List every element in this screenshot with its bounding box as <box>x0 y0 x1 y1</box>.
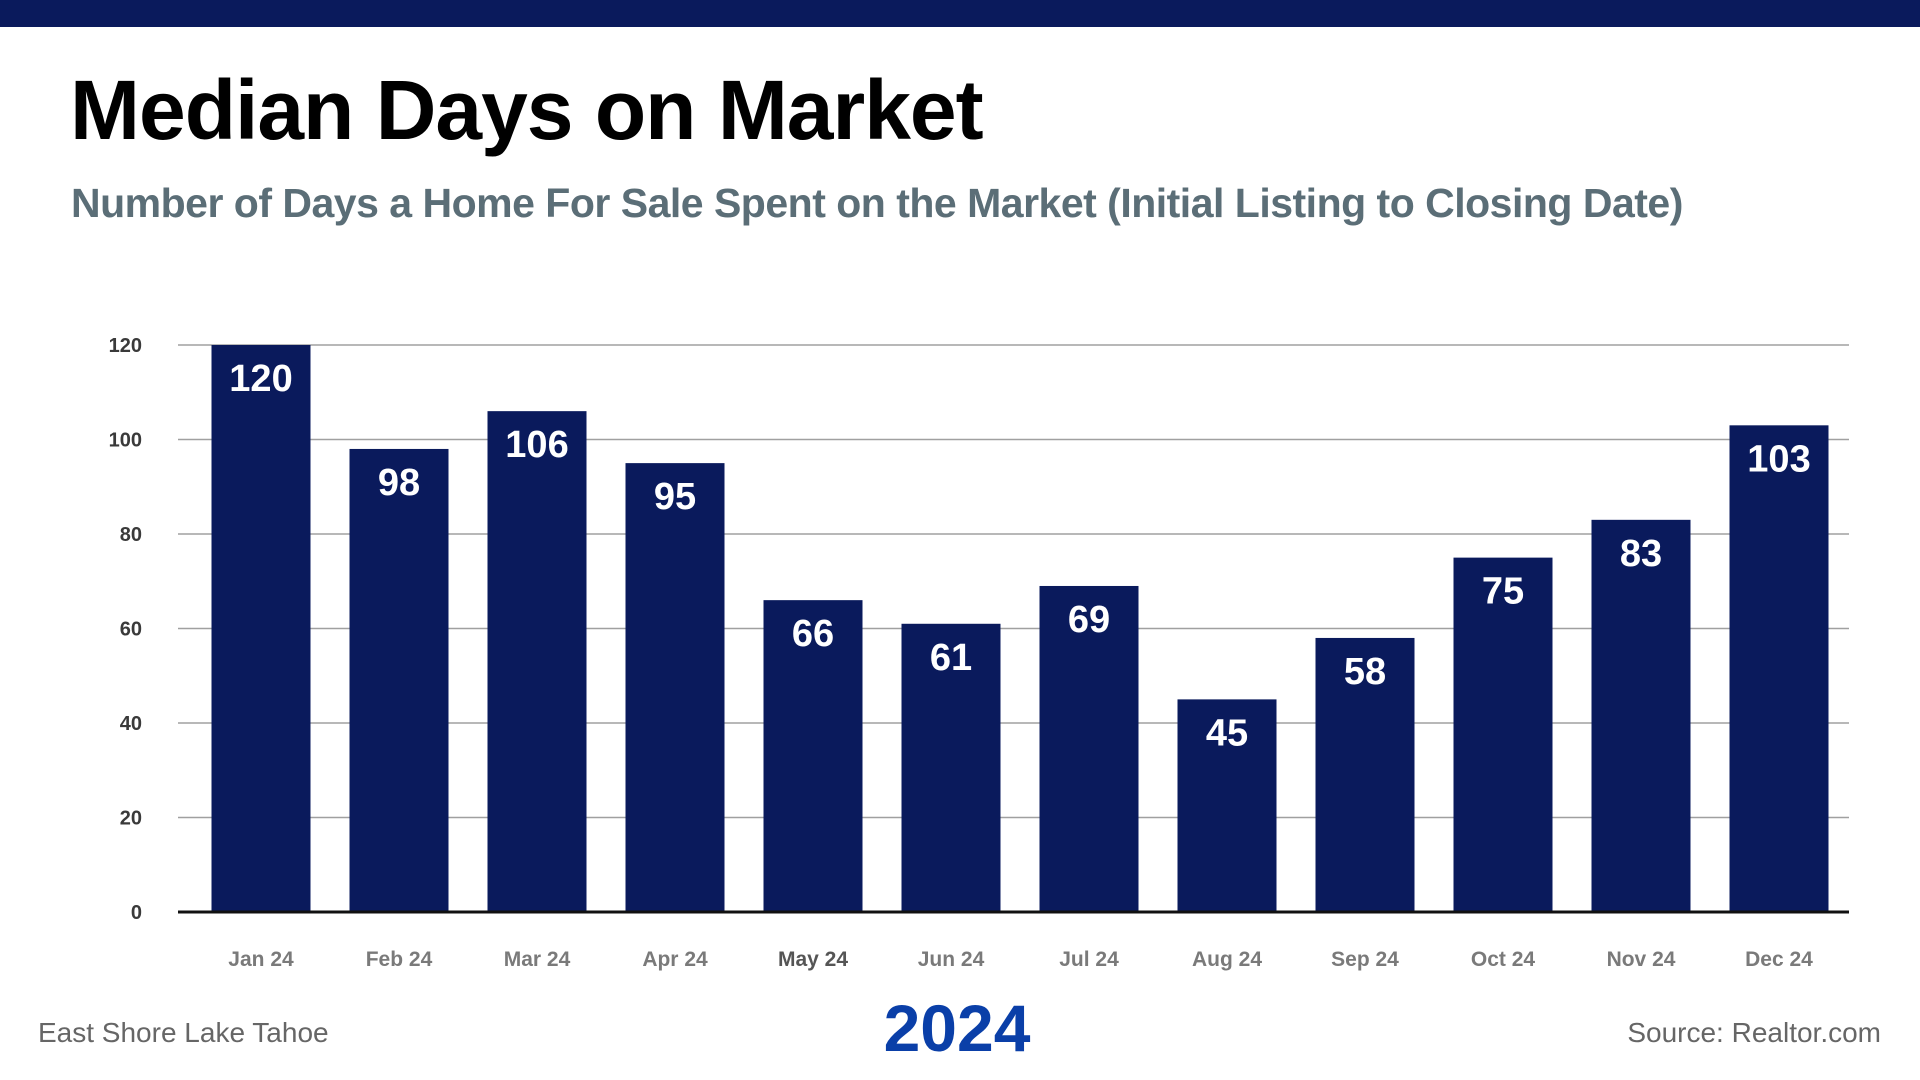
source-label: Source: Realtor.com <box>1627 1017 1881 1048</box>
y-tick-label: 20 <box>120 808 142 830</box>
data-label: 58 <box>1344 651 1386 693</box>
bar <box>763 600 863 912</box>
x-tick-label: Feb 24 <box>366 948 433 971</box>
bar <box>1453 557 1553 912</box>
x-tick-label: Apr 24 <box>642 948 708 971</box>
x-tick-label: Aug 24 <box>1192 948 1262 971</box>
x-tick-label: Nov 24 <box>1607 948 1676 971</box>
bar <box>1039 585 1139 912</box>
bar <box>487 411 587 912</box>
y-tick-label: 80 <box>120 524 142 546</box>
data-label: 69 <box>1068 599 1110 641</box>
data-label: 75 <box>1482 571 1524 613</box>
bar <box>1177 699 1277 912</box>
y-tick-label: 100 <box>109 430 142 452</box>
x-tick-label: Jan 24 <box>228 948 294 971</box>
data-label: 106 <box>505 424 568 466</box>
bar <box>1315 637 1415 912</box>
y-tick-label: 120 <box>109 335 142 357</box>
bar <box>1591 519 1691 912</box>
x-tick-label: Oct 24 <box>1471 948 1536 971</box>
page-title: Median Days on Market <box>70 63 984 157</box>
top-accent-bar <box>0 0 1920 27</box>
year-label: 2024 <box>883 991 1031 1065</box>
data-label: 103 <box>1747 438 1810 480</box>
data-label: 120 <box>229 358 292 400</box>
bar <box>211 345 311 912</box>
y-tick-label: 0 <box>131 902 142 924</box>
bar <box>1729 425 1829 912</box>
data-label: 98 <box>378 462 420 504</box>
y-tick-label: 40 <box>120 713 142 735</box>
x-tick-label: Jun 24 <box>918 948 985 971</box>
data-label: 66 <box>792 613 834 655</box>
y-tick-label: 60 <box>120 619 142 641</box>
data-label: 83 <box>1620 533 1662 575</box>
page-subtitle: Number of Days a Home For Sale Spent on … <box>71 180 1683 226</box>
x-tick-label: Sep 24 <box>1331 948 1399 971</box>
data-label: 95 <box>654 476 696 518</box>
x-tick-label: Mar 24 <box>504 948 571 971</box>
data-label: 45 <box>1206 712 1248 754</box>
x-tick-label: Jul 24 <box>1059 948 1119 971</box>
x-tick-label: May 24 <box>778 948 848 971</box>
bar-chart: 0 20 40 60 80 100 120 120 Jan 24 98 Feb 24 106 Mar 2… <box>109 335 1849 971</box>
bar <box>625 463 725 912</box>
location-label: East Shore Lake Tahoe <box>38 1017 329 1048</box>
bar <box>349 448 449 912</box>
data-label: 61 <box>930 637 972 679</box>
x-tick-label: Dec 24 <box>1745 948 1813 971</box>
bar <box>901 623 1001 912</box>
